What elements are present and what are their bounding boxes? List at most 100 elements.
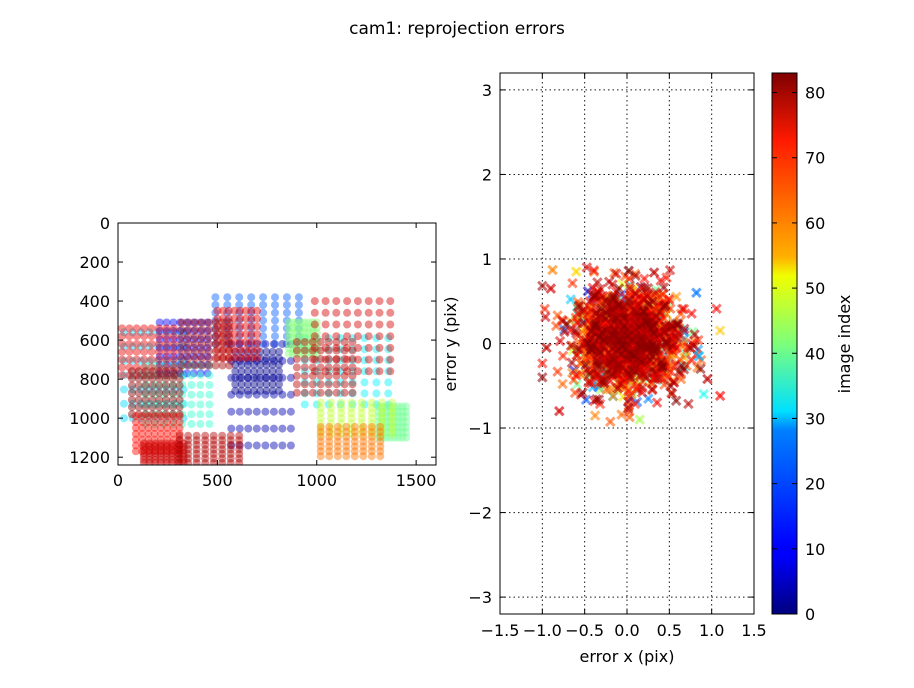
coverage-point [308, 328, 317, 337]
coverage-point [288, 334, 297, 343]
coverage-point [271, 301, 279, 309]
coverage-point [390, 428, 399, 437]
coverage-point [374, 412, 383, 421]
coverage-point [179, 385, 188, 394]
coverage-point [211, 332, 220, 341]
coverage-point [155, 381, 164, 390]
coverage-point [134, 388, 143, 397]
coverage-point [150, 400, 159, 409]
coverage-point [140, 363, 149, 372]
coverage-point [372, 345, 381, 354]
coverage-point [235, 340, 244, 348]
coverage-point [252, 356, 261, 365]
coverage-point [151, 439, 160, 448]
coverage-point [332, 332, 341, 341]
coverage-point [388, 419, 397, 428]
coverage-point [163, 441, 172, 450]
coverage-point [138, 441, 147, 450]
coverage-point [218, 445, 227, 454]
x-tick-label: −1.5 [481, 621, 520, 640]
coverage-point [184, 436, 193, 445]
error-point [607, 343, 618, 355]
coverage-point [332, 380, 341, 389]
coverage-point [312, 334, 321, 343]
error-point [629, 398, 641, 410]
coverage-point [144, 412, 153, 421]
coverage-point [247, 316, 256, 325]
error-point [642, 298, 654, 309]
coverage-point [155, 410, 164, 419]
coverage-point [131, 418, 140, 427]
coverage-point [176, 318, 185, 327]
coverage-point [310, 343, 319, 352]
coverage-point [176, 343, 185, 352]
coverage-point [213, 322, 222, 331]
coverage-point [237, 354, 246, 363]
coverage-point [324, 355, 333, 363]
coverage-point [394, 433, 403, 442]
coverage-point [394, 412, 403, 421]
coverage-point [367, 427, 376, 436]
coverage-point [178, 361, 187, 370]
coverage-point [150, 429, 159, 438]
x-tick-label: 0 [113, 471, 123, 490]
coverage-point [189, 318, 198, 327]
coverage-patch [175, 431, 244, 465]
coverage-point [224, 353, 233, 362]
coverage-point [247, 306, 256, 315]
coverage-point [168, 395, 177, 404]
coverage-point [156, 439, 165, 448]
coverage-point [337, 398, 346, 407]
coverage-point [118, 371, 126, 380]
coverage-point [359, 452, 368, 461]
error-point [651, 397, 663, 408]
coverage-point [171, 385, 180, 394]
coverage-point [150, 371, 159, 380]
coverage-point [171, 328, 180, 337]
error-point [647, 383, 658, 395]
coverage-point [310, 297, 319, 306]
coverage-point [316, 424, 325, 433]
coverage-point [348, 371, 357, 380]
coverage-point [169, 318, 178, 327]
coverage-point [177, 361, 186, 370]
coverage-point [162, 459, 171, 465]
error-point [645, 354, 656, 365]
coverage-point [308, 363, 317, 372]
error-point [656, 356, 667, 368]
coverage-point [253, 306, 262, 315]
error-point [605, 416, 616, 428]
coverage-point [326, 398, 335, 407]
coverage-point [348, 400, 357, 409]
coverage-point [209, 454, 218, 463]
coverage-point [179, 342, 188, 351]
coverage-point [155, 360, 164, 369]
coverage-point [213, 345, 222, 354]
coverage-point [179, 452, 188, 461]
error-point [677, 303, 688, 315]
error-point [559, 326, 570, 338]
error-point [642, 343, 653, 355]
coverage-point [132, 324, 141, 333]
coverage-point [247, 322, 256, 331]
coverage-point [137, 371, 145, 380]
coverage-point [386, 407, 395, 416]
coverage-point [326, 403, 335, 412]
coverage-point [187, 371, 196, 380]
coverage-point [226, 436, 235, 445]
coverage-point [169, 435, 178, 444]
coverage-point [184, 361, 193, 370]
right-x-ticks: −1.5 −1.0 −0.5 0.0 0.5 1.0 1.5 [481, 73, 767, 640]
error-point [714, 325, 726, 336]
coverage-point [169, 371, 178, 380]
coverage-point [278, 441, 287, 450]
coverage-point [402, 412, 411, 421]
coverage-point [350, 442, 359, 451]
coverage-point [237, 380, 246, 389]
coverage-point [244, 356, 253, 365]
error-point [685, 342, 696, 354]
error-point [625, 364, 637, 376]
coverage-point [367, 452, 376, 461]
coverage-point [189, 327, 198, 335]
coverage-point [282, 293, 291, 302]
